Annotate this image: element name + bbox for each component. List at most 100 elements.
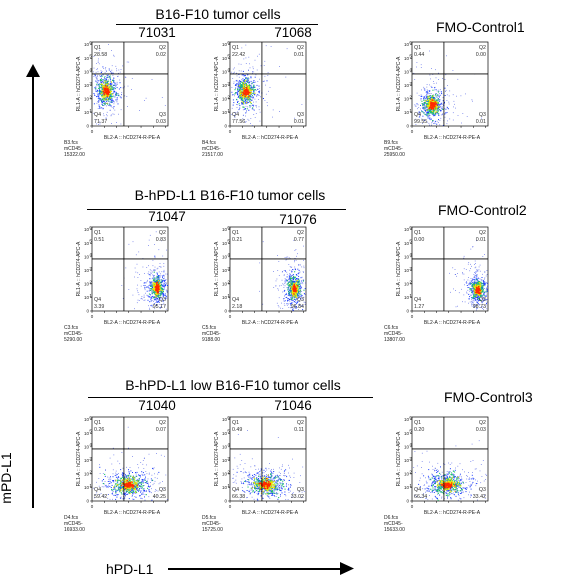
density-dot	[300, 293, 302, 295]
event-dot	[294, 266, 296, 268]
density-dot	[426, 96, 428, 98]
density-dot	[99, 92, 100, 94]
event-dot	[457, 115, 459, 116]
density-dot	[253, 109, 255, 111]
density-dot	[284, 280, 286, 282]
density-dot	[288, 291, 290, 293]
event-dot	[420, 67, 422, 68]
density-dot	[101, 84, 103, 86]
density-dot	[293, 288, 295, 290]
density-dot	[252, 92, 254, 94]
event-dot	[484, 285, 486, 287]
density-dot	[235, 84, 237, 85]
density-dot	[481, 294, 483, 296]
event-dot	[464, 301, 466, 303]
density-dot	[249, 96, 251, 98]
event-dot	[143, 297, 145, 298]
event-dot	[463, 255, 465, 257]
density-dot	[248, 87, 250, 89]
density-dot	[108, 95, 110, 97]
y-tick-label: 10	[222, 69, 228, 74]
density-dot	[101, 83, 104, 86]
density-dot	[427, 97, 429, 99]
event-dot	[289, 300, 291, 302]
density-dot	[298, 292, 300, 294]
event-dot	[161, 271, 163, 273]
density-dot	[475, 296, 477, 298]
event-dot	[117, 93, 119, 94]
event-dot	[429, 50, 430, 52]
density-dot	[437, 108, 439, 110]
density-dot	[253, 91, 255, 92]
density-dot	[101, 100, 103, 102]
event-dot	[112, 113, 114, 115]
density-dot	[150, 285, 152, 287]
event-dot	[467, 279, 469, 281]
event-dot	[265, 93, 267, 95]
event-dot	[302, 282, 304, 283]
density-dot	[106, 90, 108, 92]
density-dot	[239, 88, 241, 90]
density-dot	[240, 84, 242, 86]
density-dot	[155, 289, 157, 291]
density-dot	[252, 81, 254, 83]
event-dot	[99, 123, 101, 125]
density-dot	[101, 90, 103, 92]
event-dot	[128, 61, 130, 63]
density-dot	[429, 95, 431, 97]
density-dot	[295, 296, 297, 298]
event-dot	[163, 265, 165, 267]
density-dot	[426, 99, 428, 101]
density-dot	[112, 101, 113, 103]
quadrant-value: 28.58	[94, 52, 107, 58]
density-dot	[108, 80, 110, 82]
event-dot	[97, 108, 99, 109]
density-dot	[242, 82, 244, 84]
event-dot	[433, 94, 434, 96]
event-dot	[149, 309, 151, 310]
event-dot	[97, 75, 98, 77]
density-dot	[240, 91, 242, 93]
gate-name: mCD45-	[202, 146, 221, 152]
density-dot	[243, 81, 245, 84]
density-dot	[483, 291, 485, 293]
density-dot	[248, 82, 250, 84]
density-dot	[93, 93, 95, 94]
density-dot	[289, 289, 291, 291]
density-dot	[283, 298, 285, 299]
density-dot	[102, 81, 104, 83]
event-dot	[97, 80, 98, 82]
density-dot	[115, 94, 117, 96]
density-dot	[153, 297, 155, 299]
density-dot	[470, 282, 472, 284]
event-dot	[284, 305, 286, 306]
density-dot	[473, 278, 475, 280]
density-dot	[242, 90, 244, 92]
density-dot	[476, 297, 478, 299]
x-axis-title: BL2-A :: hCD274-R-PE-A	[242, 135, 299, 141]
event-dot	[481, 279, 482, 281]
event-dot	[96, 102, 98, 104]
event-dot	[278, 297, 280, 299]
event-dot	[240, 70, 242, 72]
event-dot	[423, 98, 425, 99]
density-dot	[102, 66, 104, 68]
density-dot	[423, 119, 425, 121]
density-dot	[434, 109, 436, 111]
event-dot	[98, 63, 100, 65]
density-dot	[294, 287, 296, 290]
event-dot	[466, 292, 468, 294]
density-dot	[166, 285, 168, 286]
density-dot	[471, 288, 473, 289]
density-dot	[420, 98, 422, 100]
density-dot	[437, 111, 439, 113]
event-dot	[283, 270, 285, 271]
density-dot	[162, 275, 164, 277]
density-dot	[286, 276, 288, 278]
density-dot	[100, 87, 102, 89]
dot-cloud	[413, 50, 482, 126]
density-dot	[302, 309, 304, 311]
event-dot	[143, 300, 145, 301]
density-dot	[101, 80, 103, 82]
